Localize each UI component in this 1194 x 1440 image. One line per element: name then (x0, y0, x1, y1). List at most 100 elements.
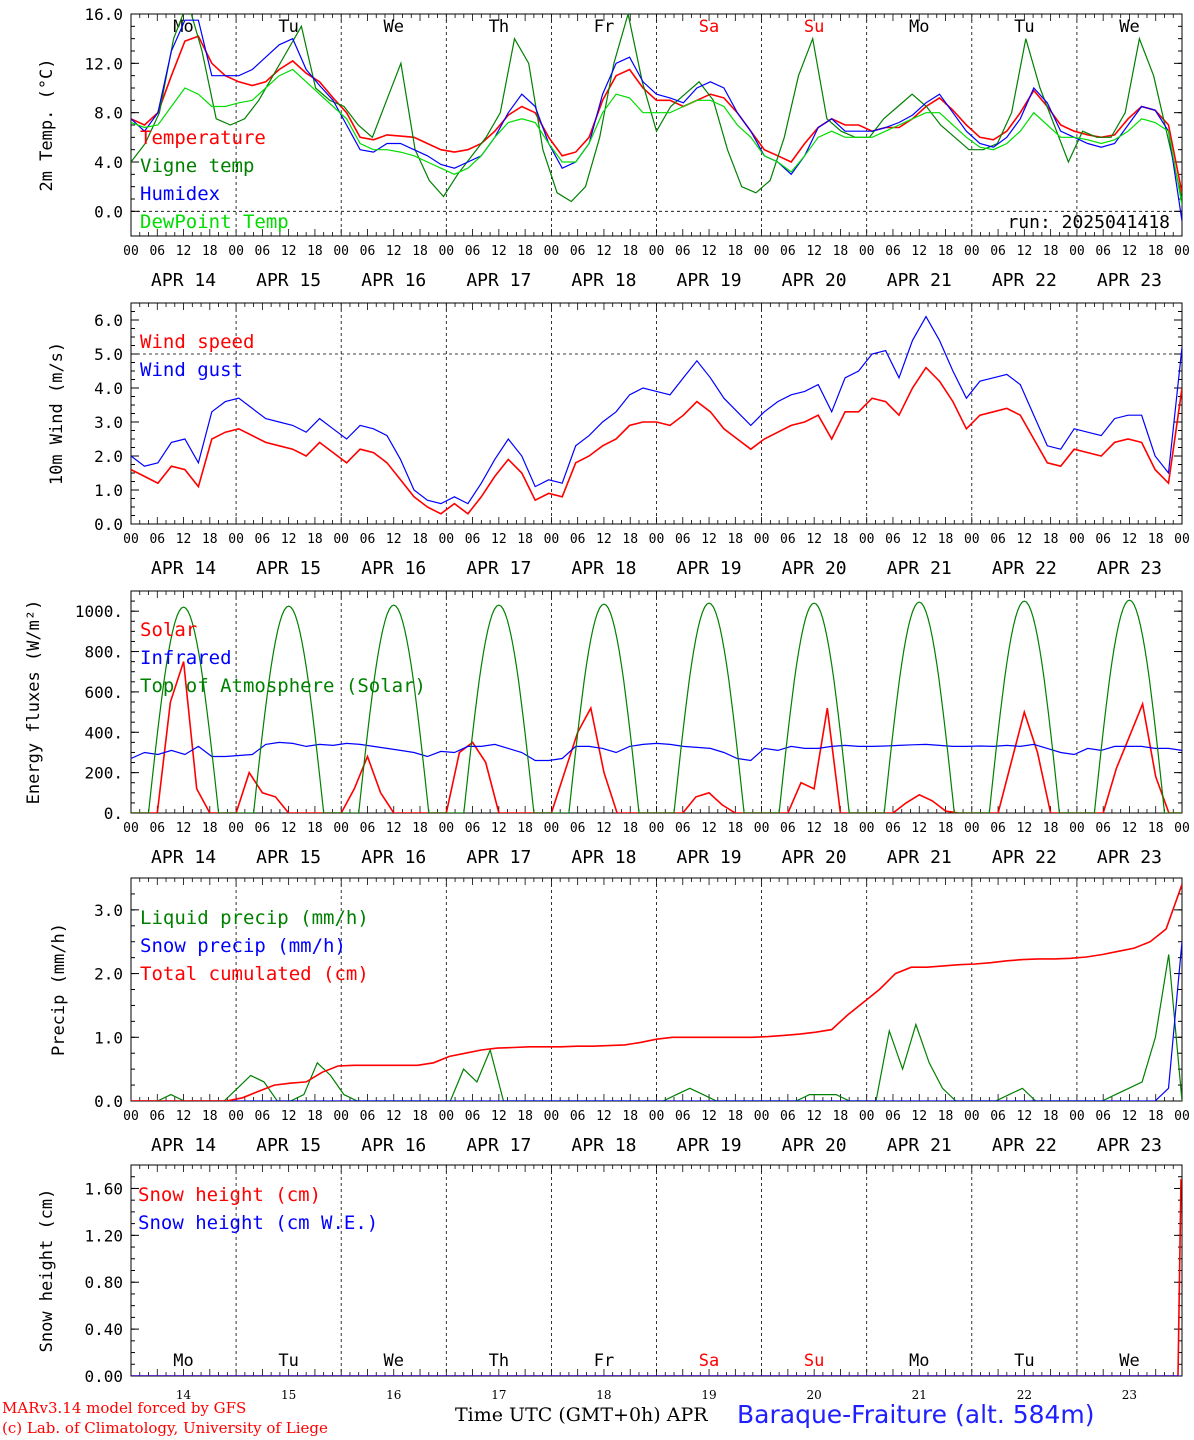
y-tick-label: 1.0 (94, 1028, 123, 1047)
x-hour-label: 18 (517, 821, 533, 836)
legend-entry: Temperature (140, 127, 266, 149)
legend-entry: Snow precip (mm/h) (140, 935, 346, 957)
y-tick-label: 2.0 (94, 447, 123, 466)
x-hour-label: 06 (149, 1109, 165, 1124)
y-tick-label: 0.0 (94, 515, 123, 534)
x-hour-label: 06 (570, 1109, 586, 1124)
x-hour-label: 00 (859, 1109, 875, 1124)
x-day-number: 21 (912, 1388, 927, 1402)
x-hour-label: 12 (1122, 532, 1138, 547)
panel-5: 0.00 0.40 0.80 1.20 1.60 Snow height (cm) Mo Tu… (37, 1164, 1183, 1402)
x-hour-label: 18 (1043, 1109, 1059, 1124)
y-tick-label: 200. (84, 764, 123, 783)
x-date-label: APR 23 (1097, 847, 1162, 868)
x-hour-label: 00 (1069, 821, 1085, 836)
x-hour-label: 12 (701, 1109, 717, 1124)
y-tick-label: 3.0 (94, 413, 123, 432)
x-hour-label: 00 (754, 244, 770, 259)
x-day-number: 16 (386, 1388, 401, 1402)
series-line-infrared (131, 741, 1182, 762)
x-hour-label: 06 (990, 532, 1006, 547)
x-hour-label: 06 (360, 1109, 376, 1124)
x-hour-label: 00 (649, 532, 665, 547)
x-date-label: APR 22 (992, 847, 1057, 868)
x-hour-label: 18 (202, 821, 218, 836)
x-hour-label: 12 (596, 244, 612, 259)
y-tick-label: 8.0 (94, 104, 123, 123)
y-tick-label: 1.20 (84, 1226, 123, 1245)
x-hour-label: 06 (780, 821, 796, 836)
x-hour-label: 18 (412, 821, 428, 836)
x-hour-label: 06 (780, 244, 796, 259)
legend-entry: Snow height (cm W.E.) (138, 1212, 378, 1234)
x-hour-label: 00 (649, 244, 665, 259)
x-hour-label: 18 (1148, 532, 1164, 547)
model-credit: MARv3.14 model forced by GFS (2, 1399, 247, 1417)
x-date-label: APR 17 (466, 1135, 531, 1156)
x-hour-label: 12 (911, 1109, 927, 1124)
x-hour-label: 12 (176, 532, 192, 547)
x-hour-label: 06 (149, 244, 165, 259)
x-date-label: APR 18 (571, 270, 636, 291)
x-date-label: APR 16 (361, 270, 426, 291)
x-date-label: APR 16 (361, 558, 426, 579)
x-hour-label: 00 (1069, 244, 1085, 259)
x-hour-label: 06 (570, 244, 586, 259)
x-hour-label: 00 (438, 1109, 454, 1124)
y-tick-label: 2.0 (94, 965, 123, 984)
x-hour-label: 06 (360, 244, 376, 259)
x-hour-label: 18 (938, 244, 954, 259)
x-hour-label: 12 (176, 1109, 192, 1124)
x-hour-label: 06 (675, 1109, 691, 1124)
series-line-snow-height-cm- (131, 1179, 1182, 1376)
x-hour-label: 12 (491, 1109, 507, 1124)
x-hour-label: 00 (123, 1109, 139, 1124)
x-hour-label: 06 (255, 821, 271, 836)
x-hour-label: 18 (622, 1109, 638, 1124)
panel-3: 0. 200. 400. 600. 800. 1000. Energy fluxes (W/… (24, 590, 1190, 868)
x-hour-label: 06 (885, 244, 901, 259)
day-name: Sa (699, 1351, 719, 1371)
y-tick-label: 6.0 (94, 311, 123, 330)
x-hour-label: 06 (255, 1109, 271, 1124)
x-hour-label: 12 (281, 532, 297, 547)
x-hour-label: 00 (333, 1109, 349, 1124)
x-hour-label: 00 (859, 532, 875, 547)
x-hour-label: 18 (938, 532, 954, 547)
x-hour-label: 12 (1017, 821, 1033, 836)
x-hour-label: 06 (990, 821, 1006, 836)
x-hour-label: 12 (701, 821, 717, 836)
x-hour-label: 18 (1043, 244, 1059, 259)
y-tick-label: 16.0 (84, 5, 123, 24)
y-axis-label: Precip (mm/h) (49, 923, 69, 1056)
x-hour-label: 18 (727, 244, 743, 259)
day-name: Th (489, 1351, 509, 1371)
day-name: Mo (909, 1351, 929, 1371)
day-name: Tu (278, 1351, 298, 1371)
y-axis-label: 10m Wind (m/s) (47, 342, 67, 485)
x-hour-label: 00 (859, 821, 875, 836)
x-date-label: APR 17 (466, 270, 531, 291)
y-tick-label: 0.0 (94, 1092, 123, 1111)
x-hour-label: 18 (833, 1109, 849, 1124)
day-name: Tu (1014, 17, 1034, 37)
x-hour-label: 06 (465, 244, 481, 259)
x-hour-label: 00 (438, 532, 454, 547)
day-name: Tu (1014, 1351, 1034, 1371)
day-name: We (1119, 1351, 1139, 1371)
day-name: Mo (909, 17, 929, 37)
x-hour-label: 06 (465, 1109, 481, 1124)
x-hour-label: 06 (1095, 821, 1111, 836)
x-hour-label: 18 (938, 821, 954, 836)
series-line-top-of-atmosphere-solar- (131, 599, 1182, 813)
x-hour-label: 18 (833, 821, 849, 836)
x-hour-label: 12 (491, 244, 507, 259)
station-name: Baraque-Fraiture (alt. 584m) (737, 1400, 1095, 1429)
x-hour-label: 06 (675, 244, 691, 259)
x-hour-label: 18 (622, 821, 638, 836)
x-hour-label: 06 (780, 532, 796, 547)
legend-entry: Total cumulated (cm) (140, 963, 369, 985)
x-hour-label: 18 (622, 244, 638, 259)
x-hour-label: 06 (465, 532, 481, 547)
y-tick-label: 1000. (75, 602, 123, 621)
